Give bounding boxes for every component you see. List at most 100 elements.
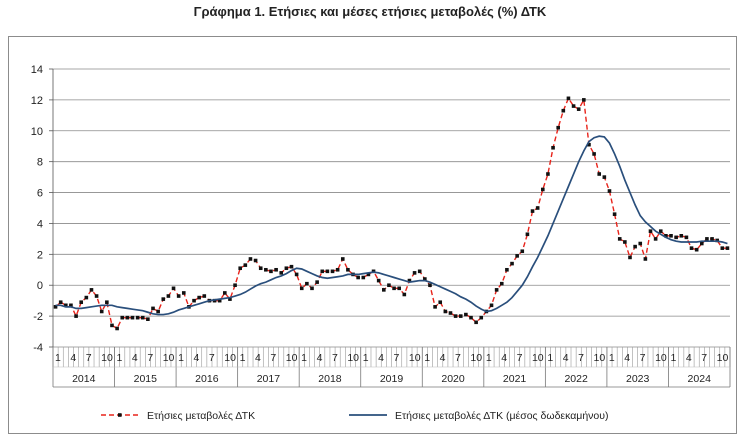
- data-point: [515, 254, 519, 258]
- data-point: [587, 142, 591, 147]
- y-tick-label: 2: [37, 249, 43, 261]
- data-point: [489, 303, 494, 308]
- data-point: [699, 241, 704, 246]
- data-point: [689, 246, 694, 250]
- data-point: [525, 232, 530, 237]
- x-month-label: 1: [301, 352, 307, 364]
- x-month-label: 1: [609, 352, 615, 364]
- x-month-label: 4: [686, 352, 692, 364]
- data-point: [438, 300, 443, 305]
- data-point: [279, 271, 284, 275]
- data-point: [161, 297, 166, 301]
- data-point: [269, 269, 273, 274]
- x-month-label: 10: [409, 352, 421, 364]
- data-point: [664, 234, 668, 238]
- data-point: [361, 275, 366, 280]
- data-point: [643, 257, 648, 261]
- x-month-label: 7: [578, 352, 584, 364]
- y-tick-label: 12: [31, 95, 43, 107]
- x-month-label: 7: [455, 352, 461, 364]
- data-point: [120, 315, 125, 320]
- x-month-label: 1: [670, 352, 676, 364]
- data-point: [89, 288, 94, 292]
- data-point: [110, 323, 114, 328]
- data-point: [299, 286, 304, 291]
- data-point: [330, 269, 335, 274]
- x-year-label: 2024: [688, 373, 712, 385]
- data-point: [228, 297, 232, 301]
- data-point: [448, 311, 453, 315]
- data-point: [694, 247, 699, 252]
- x-month-label: 10: [655, 352, 667, 364]
- data-point: [499, 281, 504, 286]
- x-month-label: 10: [594, 352, 606, 364]
- data-point: [566, 96, 571, 101]
- x-month-label: 7: [86, 352, 92, 364]
- x-month-label: 1: [363, 352, 369, 364]
- data-point: [346, 267, 350, 272]
- data-point: [166, 294, 171, 298]
- legend-label-1: Ετήσιες μεταβολές ΔΤΚ: [147, 410, 255, 422]
- data-point: [571, 104, 576, 108]
- data-point: [58, 300, 63, 305]
- x-month-label: 10: [286, 352, 298, 364]
- data-point: [248, 257, 253, 261]
- x-month-label: 1: [547, 352, 553, 364]
- legend-label-2: Ετήσιες μεταβολές ΔΤΚ (μέσος δωδεκαμήνου…: [395, 410, 609, 422]
- x-year-label: 2017: [257, 373, 281, 385]
- data-point: [105, 300, 109, 305]
- y-tick-label: 6: [37, 188, 43, 200]
- x-month-label: 4: [317, 352, 323, 364]
- gridlines: [53, 68, 730, 348]
- x-year-label: 2015: [134, 373, 158, 385]
- data-point: [458, 314, 463, 318]
- data-point: [433, 305, 437, 309]
- x-month-label: 1: [178, 352, 184, 364]
- y-axis: -4 -2 0 2 4 6 8 10 12 14: [31, 64, 54, 354]
- data-point: [520, 249, 525, 254]
- data-point: [669, 234, 673, 238]
- chart-frame: -4 -2 0 2 4 6 8 10 12 14 2014 1 4 7 10 2015 1 4 7 10 2016 1 4…: [8, 36, 737, 434]
- series-line-1: [55, 96, 728, 330]
- data-point: [315, 280, 319, 284]
- x-year-label: 2019: [380, 373, 404, 385]
- data-point: [582, 98, 586, 102]
- data-point: [561, 108, 566, 113]
- data-point: [284, 266, 289, 271]
- data-point: [546, 172, 550, 176]
- data-point: [474, 320, 478, 325]
- data-point: [505, 267, 509, 272]
- x-month-label: 7: [517, 352, 523, 364]
- data-point: [53, 305, 58, 309]
- x-year-label: 2014: [72, 373, 96, 385]
- data-point: [382, 288, 386, 292]
- data-point: [135, 315, 140, 320]
- x-year-label: 2018: [318, 373, 342, 385]
- data-point: [469, 315, 473, 320]
- data-point: [115, 326, 119, 331]
- data-point: [243, 263, 248, 267]
- data-point: [648, 229, 653, 233]
- x-month-label: 7: [270, 352, 276, 364]
- data-point: [628, 255, 632, 260]
- data-point: [428, 283, 432, 288]
- data-point: [679, 234, 684, 238]
- x-month-label: 10: [532, 352, 544, 364]
- data-point: [551, 145, 555, 150]
- data-point: [407, 278, 412, 283]
- data-point: [402, 292, 407, 297]
- x-month-label: 1: [486, 352, 492, 364]
- chart-title: Γράφημα 1. Ετήσιες και μέσες ετήσιες μετ…: [193, 4, 547, 19]
- x-month-label: 4: [563, 352, 569, 364]
- data-point: [151, 306, 155, 311]
- data-point: [305, 281, 309, 286]
- x-month-label: 10: [470, 352, 482, 364]
- data-point: [535, 206, 540, 210]
- data-point: [602, 175, 607, 179]
- data-point: [623, 240, 627, 244]
- data-point: [176, 294, 181, 298]
- x-month-label: 4: [255, 352, 261, 364]
- x-month-label: 7: [394, 352, 400, 364]
